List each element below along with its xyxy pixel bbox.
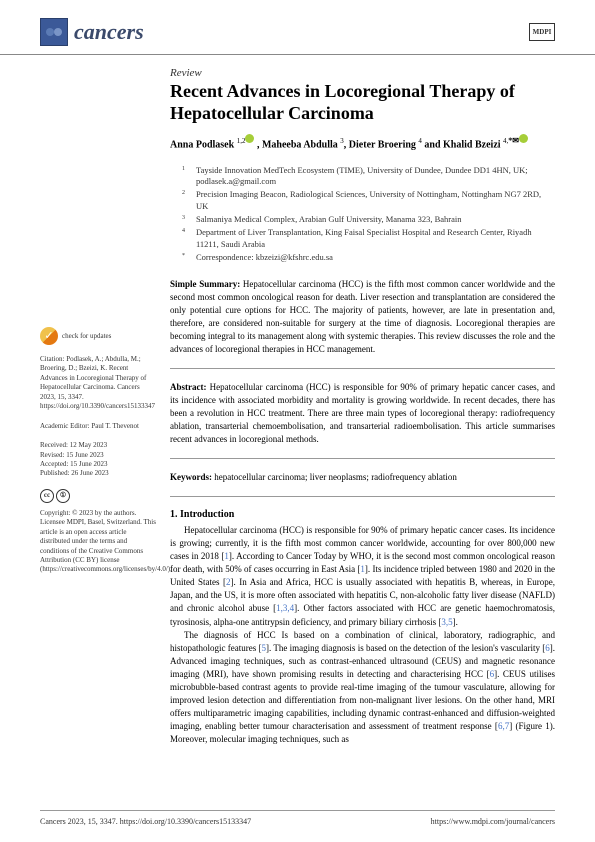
abstract-label: Abstract: xyxy=(170,382,207,392)
footer-right: https://www.mdpi.com/journal/cancers xyxy=(431,817,555,826)
check-updates-label: check for updates xyxy=(62,333,111,340)
received-date: Received: 12 May 2023 xyxy=(40,441,156,450)
orcid-icon xyxy=(519,134,528,143)
article-type: Review xyxy=(170,67,555,79)
authors: Anna Podlasek 1,2 , Maheeba Abdulla 3, D… xyxy=(170,134,555,150)
intro-p1: Hepatocellular carcinoma (HCC) is respon… xyxy=(170,524,555,628)
intro-heading: 1. Introduction xyxy=(170,509,555,520)
keywords: Keywords: hepatocellular carcinoma; live… xyxy=(170,471,555,497)
accepted-date: Accepted: 15 June 2023 xyxy=(40,460,156,469)
publisher-badge: MDPI xyxy=(529,23,555,41)
editor-block: Academic Editor: Paul T. Thevenot xyxy=(40,422,156,431)
footer-left: Cancers 2023, 15, 3347. https://doi.org/… xyxy=(40,817,251,826)
keywords-label: Keywords: xyxy=(170,472,212,482)
envelope-icon: *✉ xyxy=(508,136,519,145)
citation-block: Citation: Podlasek, A.; Abdulla, M.; Bro… xyxy=(40,355,156,412)
abstract-text: Hepatocellular carcinoma (HCC) is respon… xyxy=(170,382,555,444)
check-icon: ✓ xyxy=(40,327,58,345)
cc-icon: cc xyxy=(40,489,54,503)
check-updates[interactable]: ✓ check for updates xyxy=(40,327,156,345)
intro-p2: The diagnosis of HCC Is based on a combi… xyxy=(170,629,555,746)
affiliations: 1Tayside Innovation MedTech Ecosystem (T… xyxy=(170,165,555,264)
summary-label: Simple Summary: xyxy=(170,279,240,289)
by-icon: ① xyxy=(56,489,70,503)
simple-summary: Simple Summary: Hepatocellular carcinoma… xyxy=(170,278,555,369)
sidebar: ✓ check for updates Citation: Podlasek, … xyxy=(40,67,156,746)
affiliation-row: 4Department of Liver Transplantation, Ki… xyxy=(182,227,555,251)
orcid-icon xyxy=(245,134,254,143)
article-title: Recent Advances in Locoregional Therapy … xyxy=(170,81,555,124)
cc-badge: cc ① xyxy=(40,489,156,503)
journal-icon xyxy=(40,18,68,46)
keywords-text: hepatocellular carcinoma; liver neoplasm… xyxy=(214,472,457,482)
published-date: Published: 26 June 2023 xyxy=(40,469,156,478)
dates-block: Received: 12 May 2023 Revised: 15 June 2… xyxy=(40,441,156,479)
journal-name: cancers xyxy=(74,19,144,45)
summary-text: Hepatocellular carcinoma (HCC) is the fi… xyxy=(170,279,555,354)
footer: Cancers 2023, 15, 3347. https://doi.org/… xyxy=(40,810,555,826)
abstract: Abstract: Hepatocellular carcinoma (HCC)… xyxy=(170,381,555,459)
affiliation-row: *Correspondence: kbzeizi@kfshrc.edu.sa xyxy=(182,252,555,264)
affiliation-row: 1Tayside Innovation MedTech Ecosystem (T… xyxy=(182,165,555,189)
header: cancers MDPI xyxy=(0,0,595,55)
copyright-block: Copyright: © 2023 by the authors. Licens… xyxy=(40,509,156,575)
journal-logo: cancers xyxy=(40,18,144,46)
affiliation-row: 2Precision Imaging Beacon, Radiological … xyxy=(182,189,555,213)
affiliation-row: 3Salmaniya Medical Complex, Arabian Gulf… xyxy=(182,214,555,226)
revised-date: Revised: 15 June 2023 xyxy=(40,451,156,460)
article-body: Review Recent Advances in Locoregional T… xyxy=(170,67,555,746)
